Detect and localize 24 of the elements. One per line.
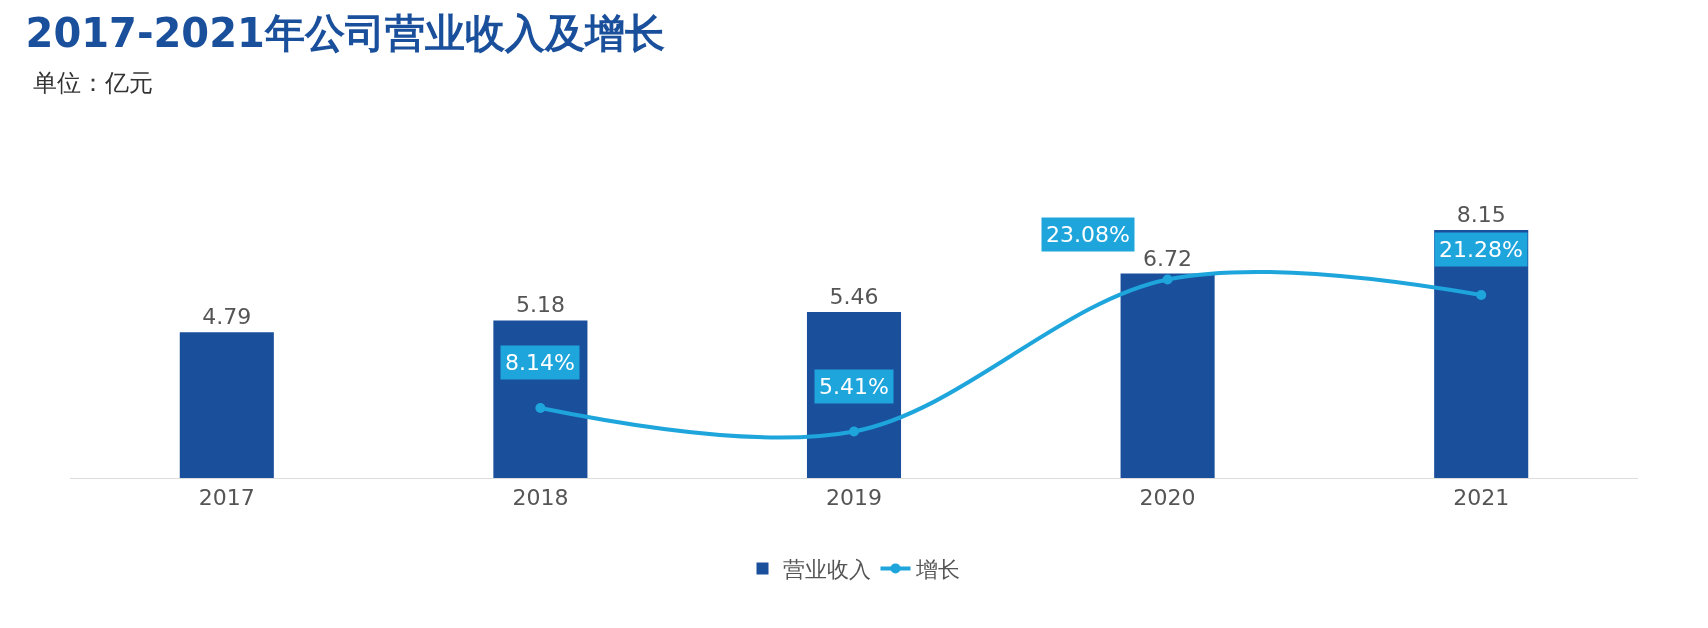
x-tick-label: 2017: [198, 485, 255, 511]
point: [1476, 289, 1487, 300]
legend-label: 营业收入: [782, 556, 871, 582]
bar: [1120, 273, 1215, 478]
chart-subtitle: 单位：亿元: [33, 69, 153, 97]
data-label: 4.79: [202, 304, 252, 330]
x-tick-label: 2018: [512, 485, 569, 511]
data-label: 23.08%: [1046, 222, 1130, 247]
data-label: 21.28%: [1439, 237, 1523, 262]
point: [1162, 274, 1173, 285]
data-label: 5.18: [515, 292, 565, 318]
data-label: 6.72: [1143, 245, 1193, 271]
data-label: 8.14%: [505, 350, 575, 375]
legend-label: 增长: [914, 556, 960, 582]
data-label: 5.41%: [819, 374, 889, 399]
data-label: 5.46: [829, 283, 879, 309]
x-tick-label: 2021: [1453, 485, 1510, 511]
x-tick-label: 2020: [1139, 485, 1196, 511]
x-tick-label: 2019: [826, 485, 882, 511]
data-label: 8.15: [1456, 202, 1506, 228]
point: [849, 426, 859, 437]
bar: [179, 332, 274, 478]
point: [535, 402, 546, 413]
chart-title: 2017-2021年公司营业收入及增长: [25, 9, 665, 56]
